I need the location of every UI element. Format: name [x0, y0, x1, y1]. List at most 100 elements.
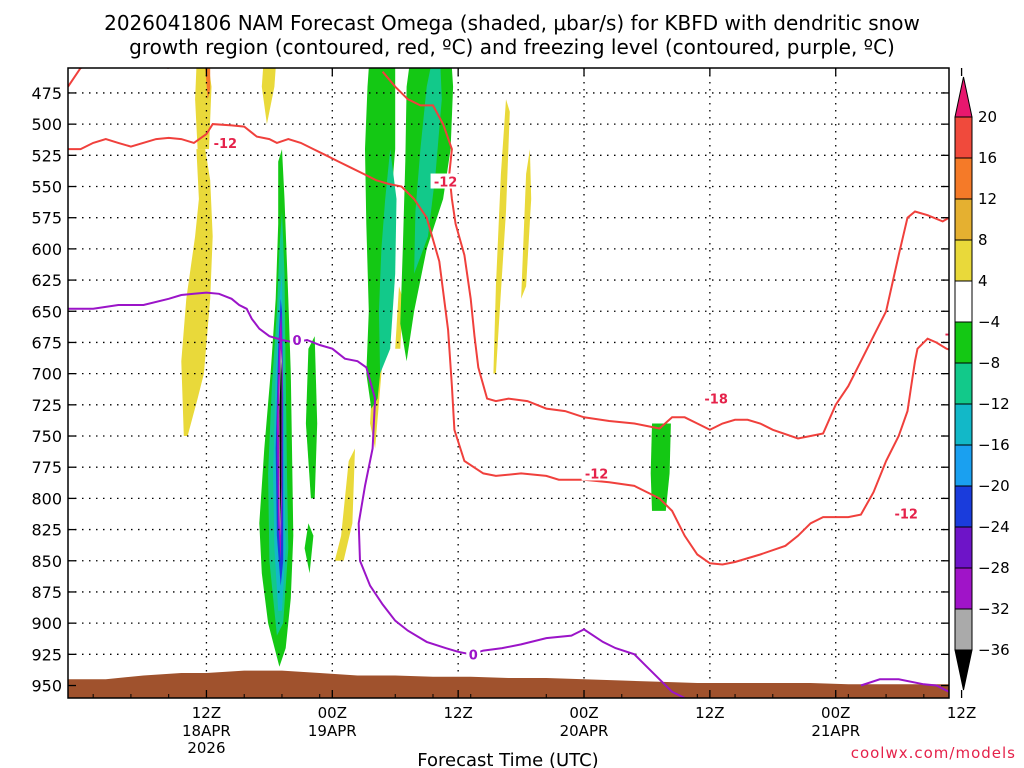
chart-title-line2: growth region (contoured, red, ºC) and f…: [129, 35, 895, 59]
colorbar-label: −8: [978, 354, 1000, 372]
omega-region: [650, 423, 671, 511]
freezing-level-contour: [68, 291, 686, 698]
y-tick-label: 550: [31, 178, 62, 197]
x-tick-year-label: 2026: [187, 739, 225, 757]
contour-label-bg: [941, 325, 949, 341]
colorbar-segment: [954, 239, 973, 282]
x-tick-label: 12Z: [947, 704, 976, 722]
omega-region: [395, 286, 403, 349]
y-tick-label: 675: [31, 333, 62, 352]
colorbar-segment: [954, 116, 973, 159]
colorbar-label: 4: [978, 272, 988, 290]
colorbar-segment: [954, 444, 973, 487]
colorbar-segment: [954, 567, 973, 610]
colorbar-label: −24: [978, 518, 1010, 536]
y-tick-label: 925: [31, 645, 62, 664]
colorbar-segment: [954, 608, 973, 651]
colorbar-label: −32: [978, 600, 1010, 618]
contour-label-bg: [290, 331, 305, 347]
colorbar-segment: [954, 198, 973, 241]
dgz-contour-label: -12: [434, 176, 458, 191]
colorbar-label: −36: [978, 641, 1010, 659]
omega-region: [365, 68, 396, 409]
omega-region: [378, 149, 397, 374]
dgz-contour-label: -18: [704, 393, 728, 408]
colorbar-segment: [954, 362, 973, 405]
freezing-level-label: 0: [293, 334, 302, 349]
omega-region: [279, 361, 282, 524]
x-axis-title: Forecast Time (UTC): [417, 750, 598, 768]
omega-region: [261, 68, 276, 125]
colorbar-segment: [954, 321, 973, 364]
x-tick-label: 00Z: [318, 704, 347, 722]
y-tick-label: 600: [31, 240, 62, 259]
y-tick-label: 575: [31, 209, 62, 228]
y-tick-label: 875: [31, 583, 62, 602]
contour-label-bg: [430, 173, 461, 189]
dgz-contour: [381, 71, 949, 440]
dgz-contour-label: -12: [214, 137, 238, 152]
dgz-contour: [68, 68, 169, 88]
colorbar-label: 12: [978, 190, 997, 208]
dgz-contour-label: -12: [585, 467, 609, 482]
y-tick-label: 525: [31, 146, 62, 165]
x-tick-label: 12Z: [695, 704, 724, 722]
colorbar-label: 16: [978, 149, 997, 167]
contour-label-bg: [891, 505, 922, 521]
y-tick-label: 650: [31, 302, 62, 321]
y-tick-label: 900: [31, 614, 62, 633]
x-tick-date-label: 19APR: [308, 722, 357, 740]
omega-region: [304, 523, 314, 574]
colorbar-bottom-arrow: [954, 649, 973, 691]
colorbar-label: −20: [978, 477, 1010, 495]
colorbar-segment: [954, 157, 973, 200]
y-tick-label: 850: [31, 552, 62, 571]
omega-region: [493, 99, 510, 374]
y-tick-label: 750: [31, 427, 62, 446]
y-tick-label: 500: [31, 115, 62, 134]
y-tick-label: 625: [31, 271, 62, 290]
colorbar-segment: [954, 280, 973, 323]
dgz-contour-label: -12: [945, 328, 969, 343]
y-tick-label: 700: [31, 365, 62, 384]
y-tick-label: 800: [31, 489, 62, 508]
colorbar-label: −4: [978, 313, 1000, 331]
y-tick-label: 950: [31, 677, 62, 696]
colorbar-segment: [954, 526, 973, 569]
x-tick-date-label: 21APR: [811, 722, 860, 740]
y-tick-label: 475: [31, 84, 62, 103]
contour-label-bg: [466, 646, 481, 662]
credit-text: coolwx.com/models: [851, 744, 1016, 762]
y-tick-label: 825: [31, 521, 62, 540]
colorbar-label: 20: [978, 108, 997, 126]
x-tick-label: 12Z: [443, 704, 472, 722]
dgz-contour-label: -12: [894, 507, 918, 522]
contour-label-bg: [701, 390, 732, 406]
y-tick-label: 775: [31, 458, 62, 477]
omega-region: [521, 149, 532, 299]
freezing-level-contour: [860, 678, 949, 693]
terrain-fill: [68, 670, 949, 698]
omega-region: [305, 336, 318, 499]
colorbar-label: 8: [978, 231, 988, 249]
axes: 475 500 525 550 575 600 625 650 675 700 725 750 775 8…: [31, 68, 976, 757]
colorbar-label: −12: [978, 395, 1010, 413]
colorbar-label: −16: [978, 436, 1010, 454]
colorbar-segment: [954, 403, 973, 446]
y-tick-label: 725: [31, 396, 62, 415]
omega-region: [334, 448, 355, 561]
contour-label-bg: [581, 465, 612, 481]
freezing-level-label: 0: [469, 648, 478, 663]
contour-label-bg: [210, 134, 241, 150]
x-tick-date-label: 20APR: [560, 722, 609, 740]
chart-title-line1: 2026041806 NAM Forecast Omega (shaded, μ…: [104, 11, 920, 35]
x-tick-date-label: 18APR: [182, 722, 231, 740]
omega-region: [414, 68, 442, 274]
x-tick-label: 00Z: [569, 704, 598, 722]
omega-colorbar: 20 16 12 8 4 −4 −8 −12 −16 −20 −24 −28 −32 −36: [954, 76, 1010, 691]
x-tick-label: 12Z: [192, 704, 221, 722]
colorbar-segment: [954, 485, 973, 528]
colorbar-label: −28: [978, 559, 1010, 577]
plot-frame: [67, 67, 950, 699]
